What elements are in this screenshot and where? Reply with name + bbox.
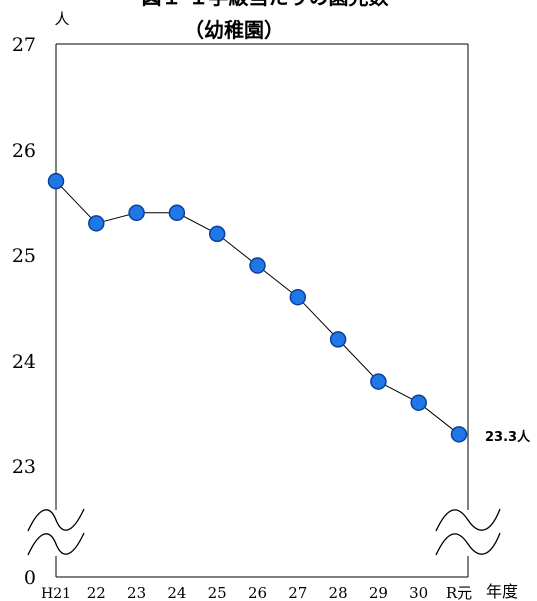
x-tick-label: 28 [329, 584, 348, 601]
data-point [47, 172, 65, 190]
data-point [450, 426, 468, 443]
data-point [88, 215, 105, 232]
y-unit-label: 人 [54, 10, 69, 28]
data-point [168, 204, 186, 222]
plot-frame [55, 43, 469, 578]
data-point [370, 373, 387, 390]
x-tick-label: H21 [41, 586, 71, 601]
x-tick-label: R元 [446, 584, 472, 601]
y-tick-label: 27 [12, 34, 36, 56]
x-axis-ticks: H21 22 23 24 25 26 27 28 29 30 R元 [41, 584, 472, 601]
y-tick-label: 23 [12, 456, 36, 478]
y-tick-label: 26 [12, 140, 36, 162]
x-tick-label: 24 [167, 584, 186, 601]
chart-title-line1: 図１ １学級当たりの園児数 [142, 0, 390, 9]
data-point [329, 331, 347, 348]
axis-break-left [27, 508, 85, 556]
data-point [128, 204, 145, 222]
x-tick-label: 30 [409, 584, 428, 601]
data-point [249, 257, 266, 274]
data-point [410, 394, 427, 411]
x-tick-label: 22 [87, 584, 106, 601]
data-point [208, 225, 226, 243]
x-tick-label: 29 [369, 584, 388, 601]
y-tick-label: 25 [12, 245, 36, 267]
x-tick-label: 25 [208, 584, 227, 601]
x-tick-label: 27 [288, 584, 307, 601]
x-tick-label: 23 [127, 584, 146, 601]
data-point [289, 288, 307, 306]
y-tick-label: 0 [24, 567, 36, 589]
x-unit-label: 年度 [486, 582, 518, 601]
series-line [55, 180, 460, 435]
axis-break-right [435, 508, 501, 556]
last-value-label: 23.3人 [485, 429, 531, 445]
x-tick-label: 26 [248, 584, 267, 601]
chart-title-line2: （幼稚園） [184, 18, 284, 42]
y-axis-ticks: 27 26 25 24 23 0 [12, 34, 36, 589]
y-tick-label: 24 [12, 351, 36, 373]
data-points [47, 172, 468, 443]
